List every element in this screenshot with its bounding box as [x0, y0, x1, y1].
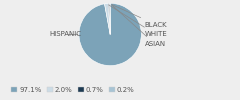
- Wedge shape: [104, 3, 110, 34]
- Text: WHITE: WHITE: [109, 5, 167, 37]
- Text: BLACK: BLACK: [112, 4, 167, 28]
- Legend: 97.1%, 2.0%, 0.7%, 0.2%: 97.1%, 2.0%, 0.7%, 0.2%: [8, 84, 138, 96]
- Wedge shape: [79, 3, 141, 66]
- Text: HISPANIC: HISPANIC: [49, 31, 81, 37]
- Text: ASIAN: ASIAN: [112, 5, 166, 47]
- Wedge shape: [108, 3, 110, 34]
